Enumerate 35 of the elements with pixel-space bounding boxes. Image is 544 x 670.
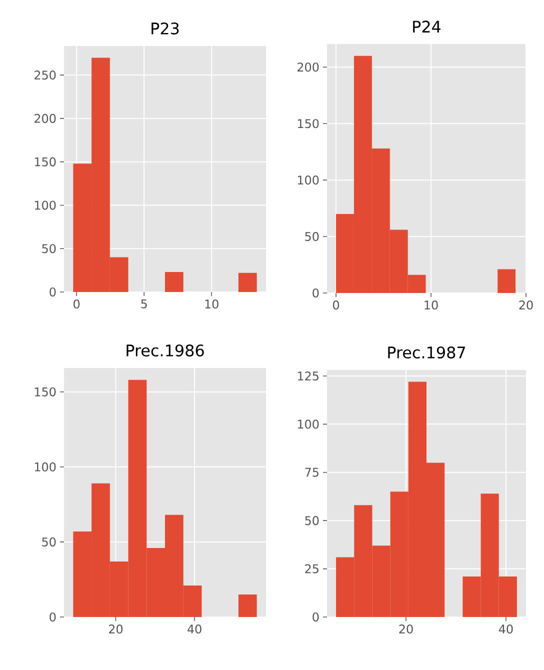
y-tick-label: 150 (34, 387, 56, 396)
chart-title: Prec.1987 (388, 346, 466, 358)
x-tick-label: 5 (141, 300, 147, 308)
y-tick-label: 100 (34, 200, 56, 210)
x-tick-label: 40 (188, 624, 202, 634)
y-tick-label: 25 (305, 564, 318, 574)
y-tick-label: 0 (312, 612, 319, 622)
y-tick-label: 150 (298, 119, 319, 128)
chart-title: P23 (152, 22, 179, 34)
y-tick-label: 50 (42, 244, 56, 254)
y-tick-label: 75 (305, 468, 318, 477)
x-tick-label: 10 (424, 300, 438, 310)
y-tick-label: 250 (34, 70, 56, 80)
y-tick-label: 100 (298, 420, 319, 429)
y-tick-label: 125 (298, 371, 318, 380)
y-tick-label: 0 (50, 287, 56, 297)
y-tick-label: 100 (34, 462, 56, 472)
x-tick-label: 0 (333, 300, 340, 310)
x-tick-label: 20 (399, 624, 413, 634)
y-tick-label: 50 (305, 232, 319, 242)
y-tick-label: 150 (34, 157, 56, 166)
y-tick-label: 50 (305, 516, 319, 526)
y-tick-label: 100 (298, 176, 319, 185)
x-tick-label: 40 (498, 624, 513, 634)
x-tick-label: 20 (109, 624, 123, 634)
chart-title: P24 (413, 20, 441, 32)
y-tick-label: 50 (42, 537, 56, 546)
y-tick-label: 0 (50, 612, 56, 622)
y-tick-label: 200 (34, 114, 56, 123)
x-tick-label: 0 (74, 300, 80, 309)
x-tick-label: 10 (205, 300, 218, 309)
chart-title: Prec.1986 (126, 344, 204, 356)
x-tick-label: 20 (519, 300, 533, 310)
y-tick-label: 0 (312, 288, 319, 298)
y-tick-label: 200 (298, 62, 319, 72)
